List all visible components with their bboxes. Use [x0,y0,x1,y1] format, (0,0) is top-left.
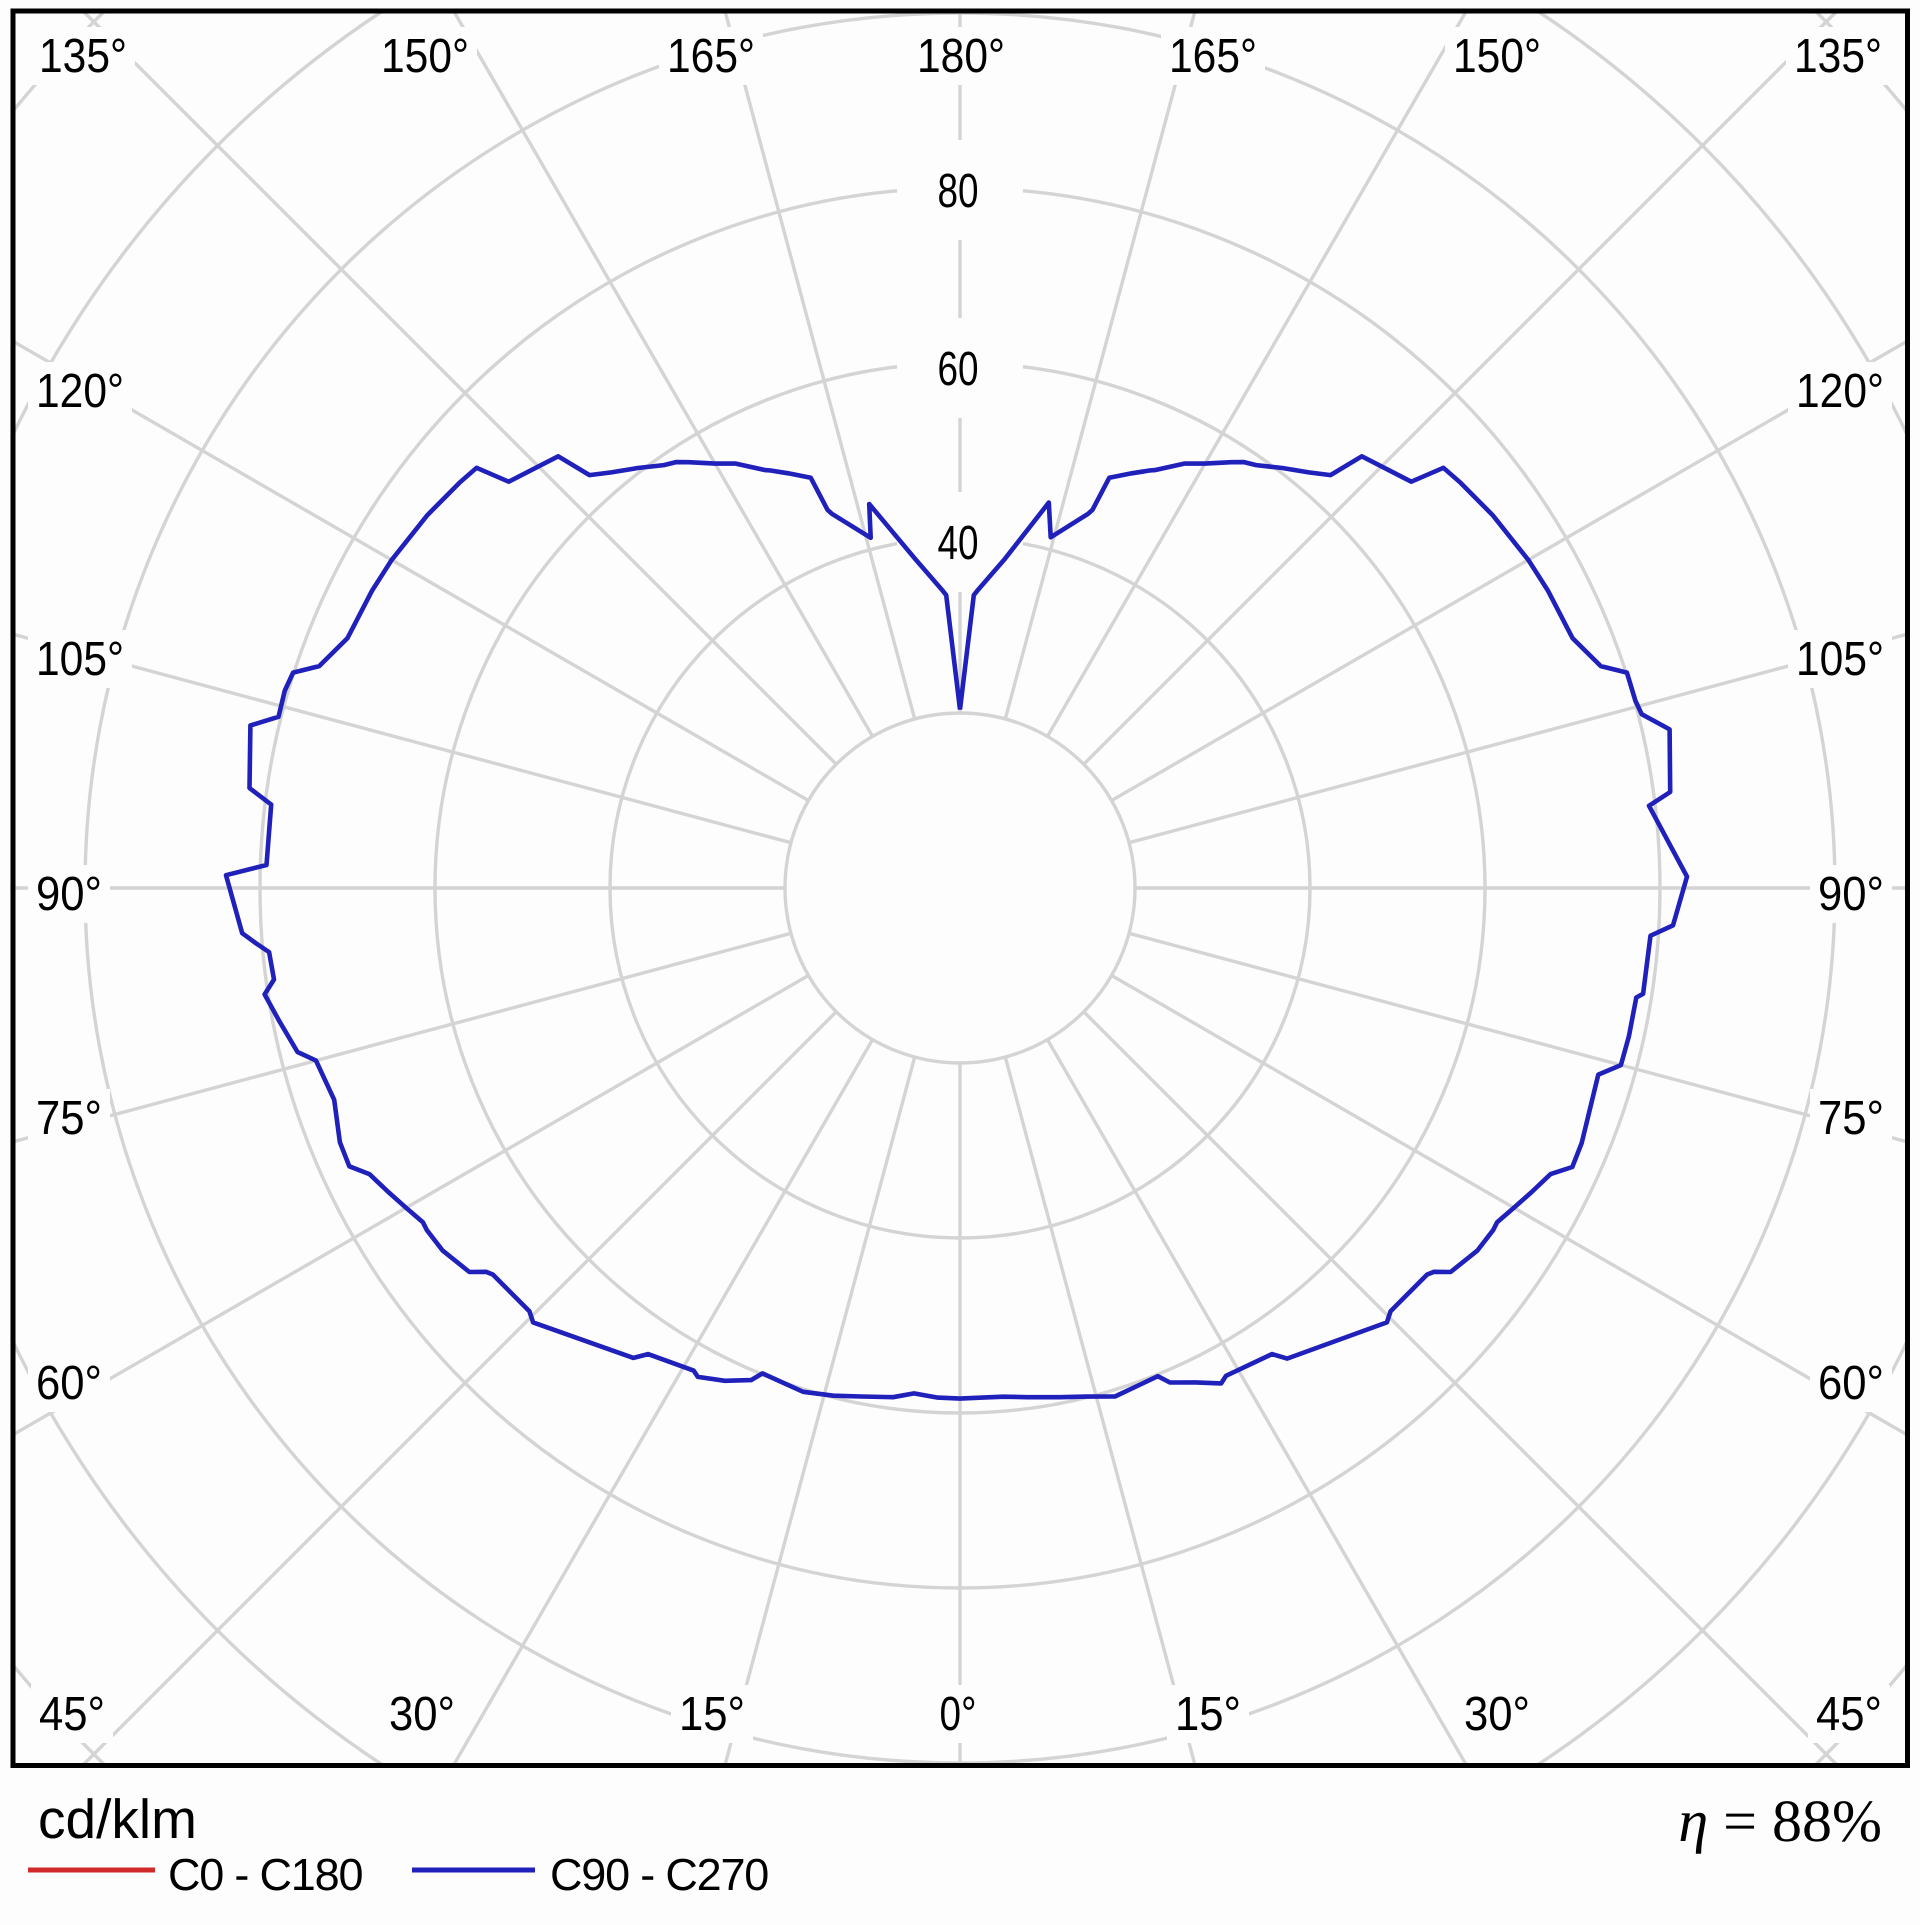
svg-text:45°: 45° [39,1688,105,1741]
svg-text:cd/klm: cd/klm [38,1788,197,1850]
svg-text:165°: 165° [667,30,755,83]
svg-text:60°: 60° [1818,1357,1884,1410]
svg-text:30°: 30° [389,1688,455,1741]
svg-text:15°: 15° [679,1688,745,1741]
svg-text:135°: 135° [1794,30,1882,83]
svg-text:C90 - C270: C90 - C270 [550,1849,768,1900]
svg-text:15°: 15° [1175,1688,1241,1741]
svg-text:C0 - C180: C0 - C180 [168,1849,362,1900]
svg-text:120°: 120° [36,365,124,418]
svg-text:105°: 105° [1796,633,1884,686]
svg-text:75°: 75° [1818,1092,1884,1145]
svg-text:120°: 120° [1796,365,1884,418]
svg-text:135°: 135° [39,30,127,83]
svg-text:60°: 60° [36,1357,102,1410]
svg-text:80: 80 [938,165,979,218]
svg-text:40: 40 [938,517,979,570]
svg-text:180°: 180° [917,30,1005,83]
svg-text:30°: 30° [1464,1688,1530,1741]
svg-text:150°: 150° [1453,30,1541,83]
svg-text:0°: 0° [940,1688,977,1741]
svg-text:90°: 90° [1818,868,1884,921]
svg-text:90°: 90° [36,868,102,921]
svg-text:150°: 150° [381,30,469,83]
svg-text:60: 60 [938,343,979,396]
svg-text:45°: 45° [1816,1688,1882,1741]
svg-text:η = 88%: η = 88% [1678,1788,1882,1854]
svg-text:75°: 75° [36,1092,102,1145]
svg-text:105°: 105° [36,633,124,686]
svg-text:165°: 165° [1169,30,1257,83]
